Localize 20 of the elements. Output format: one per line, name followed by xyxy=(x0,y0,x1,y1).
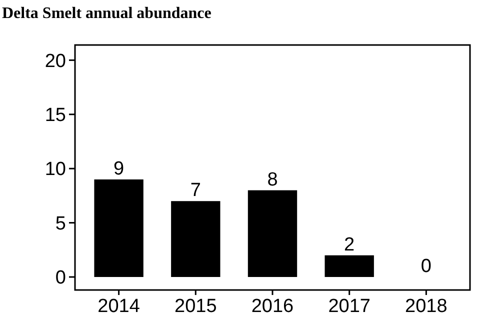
bar xyxy=(171,201,220,277)
bar xyxy=(94,179,144,277)
data-label: 7 xyxy=(190,180,201,202)
x-tick-label: 2018 xyxy=(405,296,448,317)
data-label: 9 xyxy=(114,158,124,180)
y-tick-label: 5 xyxy=(55,213,66,234)
data-label: 0 xyxy=(420,256,432,277)
y-tick-label: 0 xyxy=(55,268,66,289)
data-label: 8 xyxy=(267,169,278,190)
x-tick-label: 2016 xyxy=(251,296,294,317)
bar xyxy=(248,190,298,277)
chart-title: Delta Smelt annual abundance xyxy=(2,5,212,22)
x-tick-label: 2017 xyxy=(328,296,370,317)
x-tick-label: 2015 xyxy=(174,296,217,317)
x-tick-label: 2014 xyxy=(98,296,140,317)
y-tick-label: 10 xyxy=(44,159,66,180)
y-tick-label: 20 xyxy=(44,50,66,72)
y-tick-label: 15 xyxy=(44,105,66,126)
data-label: 2 xyxy=(344,234,355,256)
bar xyxy=(324,255,374,277)
